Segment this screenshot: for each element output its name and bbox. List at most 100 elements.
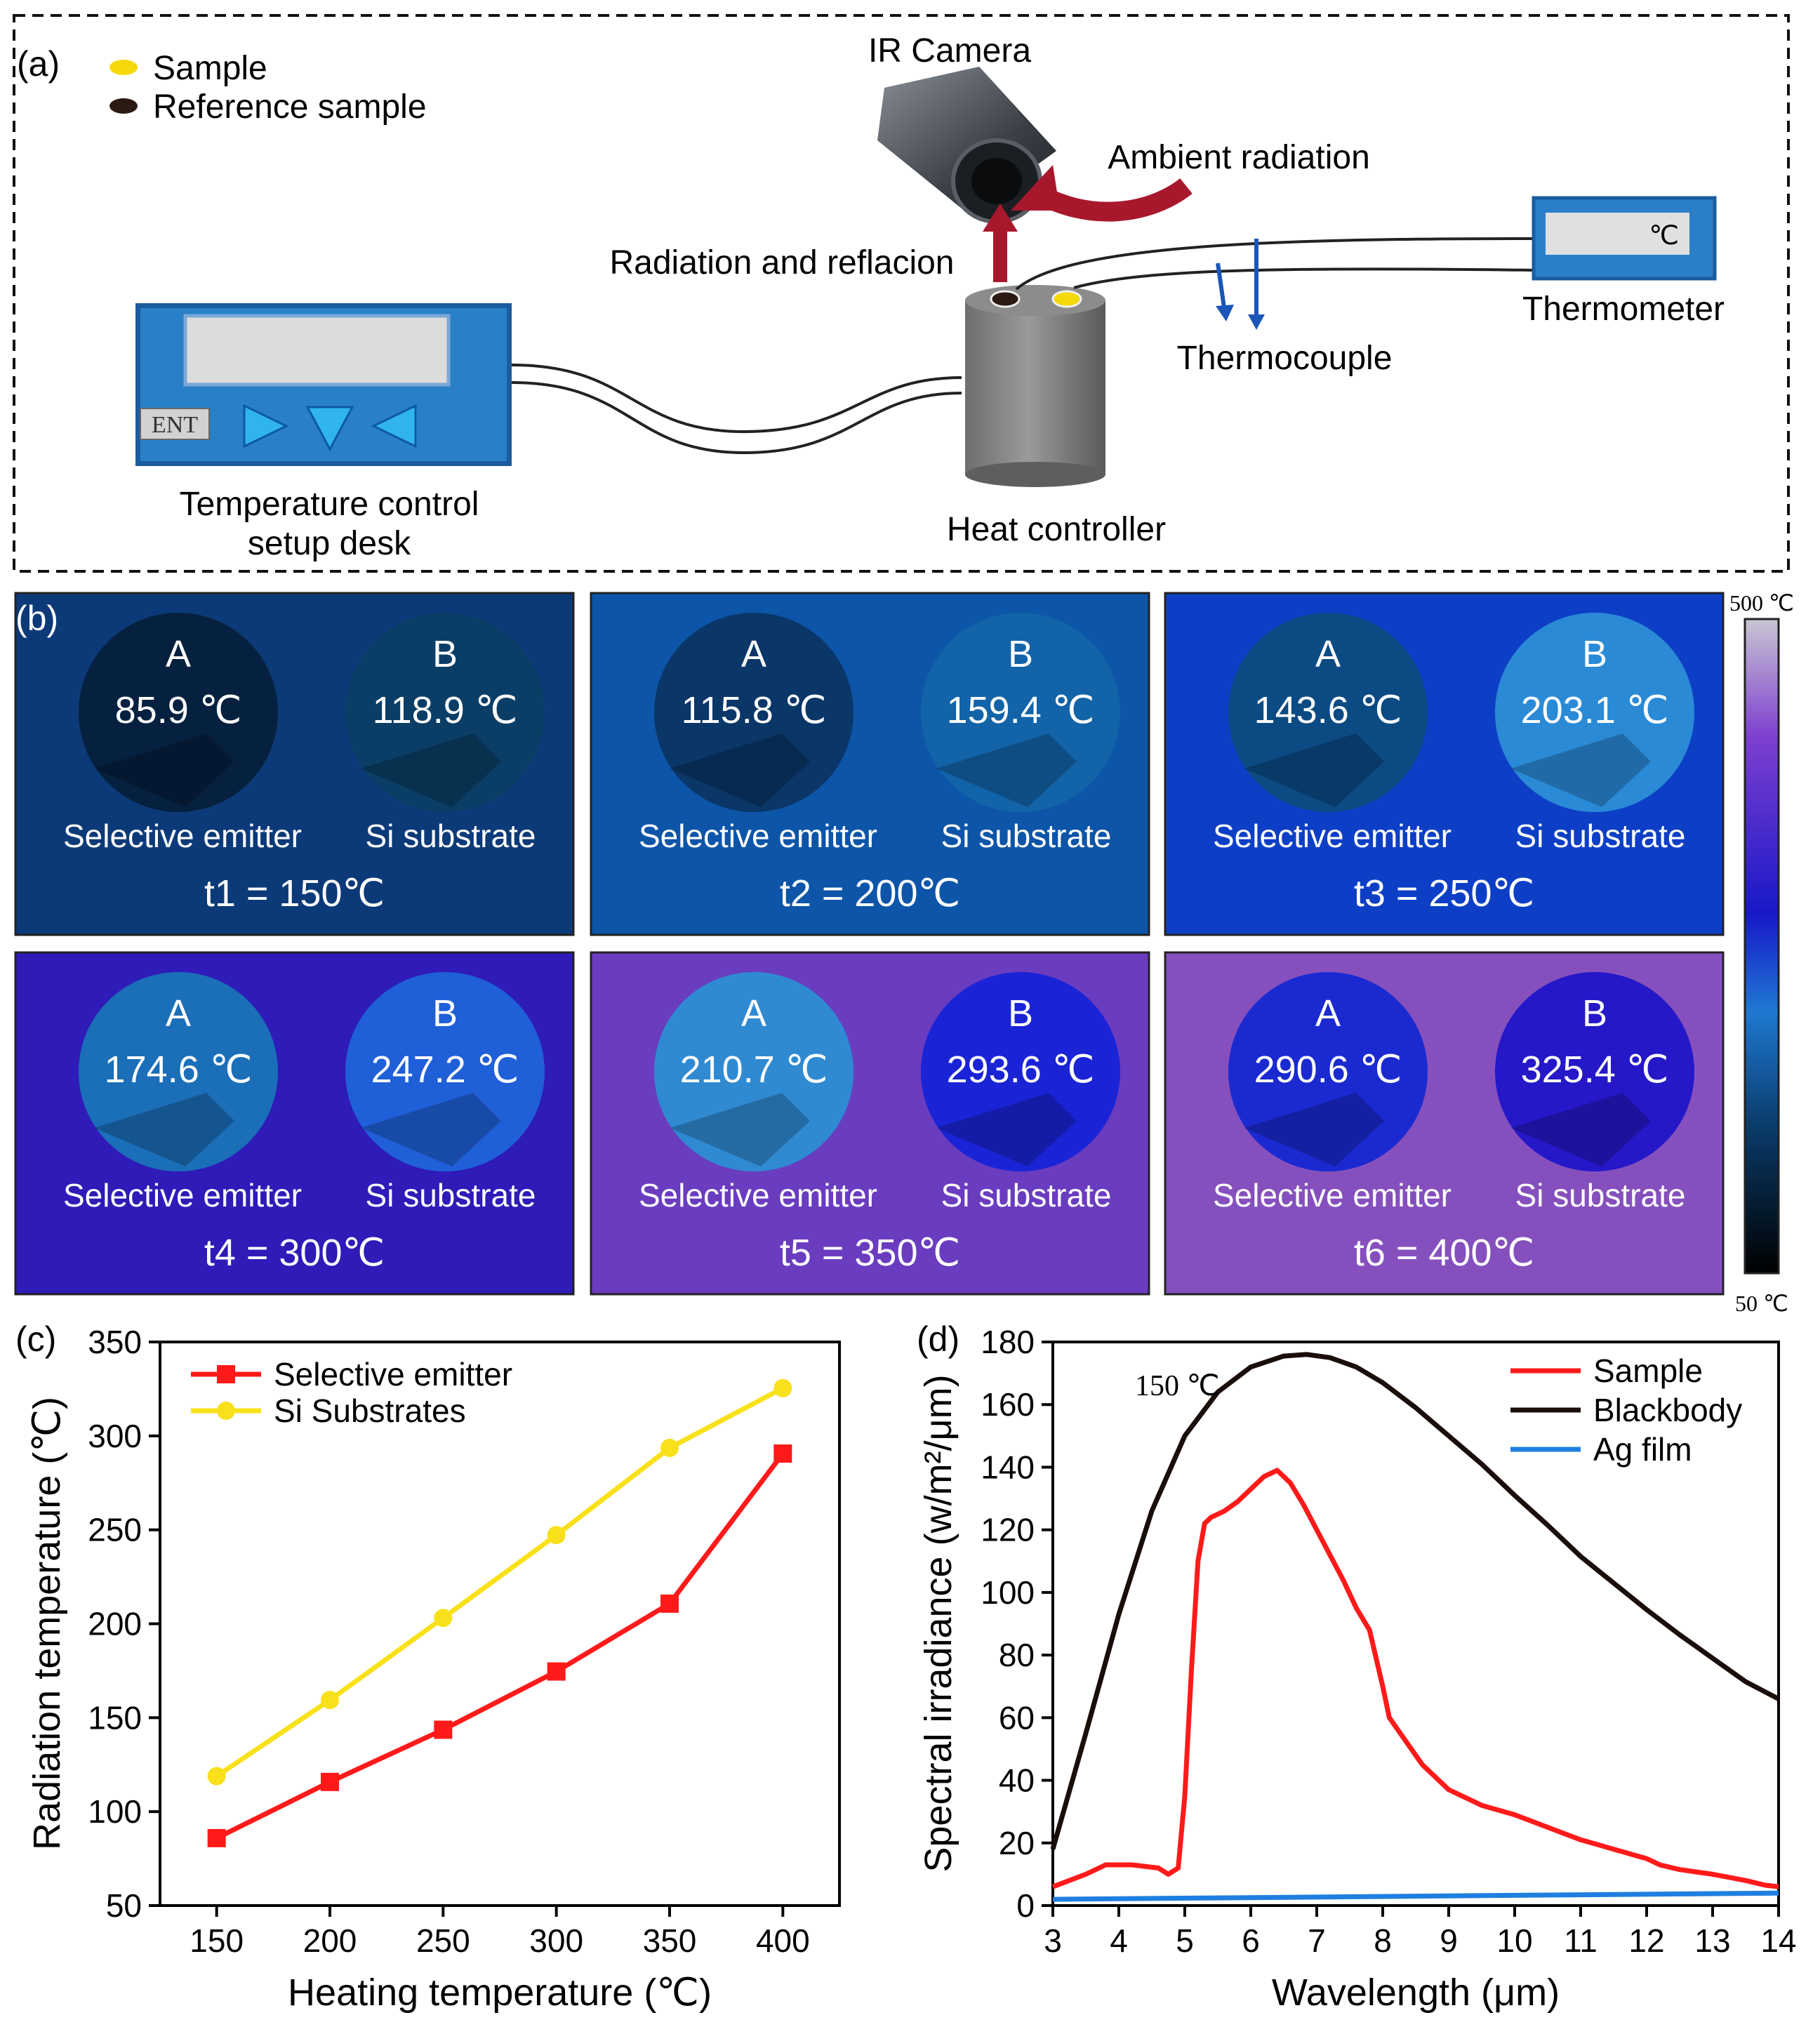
ambient-radiation-arrowhead-icon <box>1011 165 1060 211</box>
sample-letter-b: B <box>432 633 458 675</box>
thermocouple-arrowhead-1-icon <box>1216 305 1234 321</box>
cable-upper <box>511 364 962 434</box>
series-line-0 <box>1051 1468 1779 1889</box>
x-tick-label: 8 <box>1374 1922 1392 1959</box>
chart-d-annotation: 150 ℃ <box>1135 1370 1220 1402</box>
colorbar: 500 ℃ 50 ℃ <box>1729 590 1794 1316</box>
sample-holder-shadow <box>936 733 1077 807</box>
sample-temperature-b: 159.4 ℃ <box>947 689 1095 731</box>
sample-letter-b: B <box>1008 992 1033 1035</box>
panel-b-label: (b) <box>15 599 58 638</box>
desk-right-arrow-icon <box>243 404 289 448</box>
sample-disc-b <box>1495 613 1694 812</box>
sample-letter-a: A <box>166 633 191 675</box>
sample-holder-shadow <box>94 1093 234 1166</box>
y-tick-label: 350 <box>88 1324 142 1360</box>
sample-holder-shadow <box>936 1093 1077 1166</box>
sample-disc-b <box>1495 972 1694 1171</box>
cylinder-bottom <box>965 462 1105 487</box>
colorbar-min-label: 50 ℃ <box>1735 1291 1788 1316</box>
sample-letter-b: B <box>1008 633 1033 675</box>
y-tick-label: 100 <box>981 1574 1035 1611</box>
chart-d-frame <box>1051 1341 1780 1907</box>
chart-d-xlabel: Wavelength (μm) <box>1272 1972 1560 2014</box>
legend-a: Sample Reference sample <box>109 50 427 126</box>
sample-temperature-a: 115.8 ℃ <box>682 689 827 731</box>
y-tick-label: 60 <box>999 1699 1035 1736</box>
reference-sample-dot <box>990 290 1021 308</box>
y-tick-label: 40 <box>999 1762 1035 1799</box>
ir-camera-label: IR Camera <box>868 32 1031 69</box>
y-tick-label: 250 <box>88 1512 142 1548</box>
y-tick-label: 140 <box>981 1449 1035 1485</box>
sample-holder-shadow <box>361 733 501 807</box>
sample-letter-b: B <box>1582 633 1607 675</box>
data-point-square <box>547 1662 566 1681</box>
sample-temperature-a: 290.6 ℃ <box>1254 1049 1402 1091</box>
y-tick-label: 300 <box>88 1418 142 1454</box>
sample-disc-a <box>1228 972 1428 1171</box>
cylinder-body <box>965 300 1105 474</box>
series-line-2 <box>1052 1890 1779 1902</box>
tile-caption: t4 = 300℃ <box>204 1232 385 1274</box>
colorbar-gradient <box>1743 618 1780 1275</box>
y-tick-label: 150 <box>88 1699 142 1736</box>
y-tick-label: 160 <box>981 1386 1035 1423</box>
chart-c-frame <box>159 1341 841 1907</box>
x-tick-label: 11 <box>1564 1922 1598 1959</box>
thermocouple-wire-1 <box>1015 237 1534 291</box>
sample-holder-shadow <box>670 733 810 807</box>
y-tick-label: 0 <box>1016 1887 1035 1924</box>
series-line-1 <box>215 1385 784 1779</box>
chart-d-plot: 3 4 5 6 7 8 9 10 11 12 13 1402040608010012014016018… <box>981 1324 1796 1959</box>
sample-letter-a: A <box>741 633 766 675</box>
sample-name-b: Si substrate <box>1515 1177 1686 1214</box>
data-point-square <box>434 1720 453 1739</box>
sample-name-a: Selective emitter <box>1213 1177 1452 1214</box>
sample-disc-a <box>1228 613 1428 812</box>
sample-holder-shadow <box>1510 733 1651 807</box>
legend-marker <box>217 1402 235 1420</box>
panel-b: A 85.9 ℃ Selective emitter B 118.9 ℃ Si subst… <box>14 590 1794 1316</box>
chart-c-xlabel: Heating temperature (℃) <box>288 1972 712 2014</box>
chart-c-plot: 150 200 250 300 350 400 50 100 150 200 250 300 350 Se… <box>88 1324 809 1959</box>
x-tick-label: 200 <box>303 1922 357 1959</box>
x-tick-label: 5 <box>1176 1922 1194 1959</box>
y-tick-label: 50 <box>106 1887 142 1924</box>
legend-marker <box>217 1365 235 1383</box>
legend-reference-label: Reference sample <box>153 88 427 126</box>
thermal-tile: A 174.6 ℃ Selective emitter B 247.2 ℃ Si subs… <box>14 951 575 1296</box>
temperature-control-desk: ENT Temperature control setup desk <box>135 303 512 562</box>
thermocouple-wire-2 <box>1073 267 1534 289</box>
desk-left-arrow-icon <box>371 404 417 448</box>
panel-c-chart: (c) 150 200 250 300 350 400 50 100 150 200 250 300 3… <box>15 1320 841 2014</box>
data-point-circle <box>547 1526 566 1545</box>
data-point-square <box>773 1444 792 1463</box>
panel-d-chart: (d) 3 4 5 6 7 8 9 10 11 12 13 140204060801001201401… <box>917 1320 1797 2014</box>
sample-disc-a <box>79 613 278 812</box>
data-point-circle <box>773 1378 792 1397</box>
sample-name-a: Selective emitter <box>639 818 877 854</box>
sample-name-b: Si substrate <box>941 1177 1112 1214</box>
sample-letter-a: A <box>1315 992 1341 1035</box>
data-point-circle <box>660 1438 679 1457</box>
camera-lens-inner <box>971 158 1022 204</box>
thermocouple-arrow-1-icon <box>1216 262 1227 313</box>
sample-holder-shadow <box>361 1093 501 1166</box>
thermal-tile: A 210.7 ℃ Selective emitter B 293.6 ℃ Si subs… <box>590 951 1150 1296</box>
sample-letter-a: A <box>741 992 766 1035</box>
desk-label-line1: Temperature control <box>180 486 479 523</box>
sample-disc-a <box>654 613 853 812</box>
series-line-0 <box>215 1451 785 1841</box>
sample-temperature-a: 210.7 ℃ <box>680 1049 828 1091</box>
x-tick-label: 14 <box>1760 1922 1796 1959</box>
sample-disc-b <box>921 613 1120 812</box>
thermal-tile: A 85.9 ℃ Selective emitter B 118.9 ℃ Si subst… <box>14 592 575 936</box>
sample-letter-a: A <box>166 992 191 1035</box>
y-tick-label: 100 <box>88 1793 142 1830</box>
sample-disc-a <box>654 972 853 1171</box>
thermocouple-label: Thermocouple <box>1177 340 1393 377</box>
tile-caption: t1 = 150℃ <box>204 872 385 915</box>
x-tick-label: 10 <box>1496 1922 1532 1959</box>
